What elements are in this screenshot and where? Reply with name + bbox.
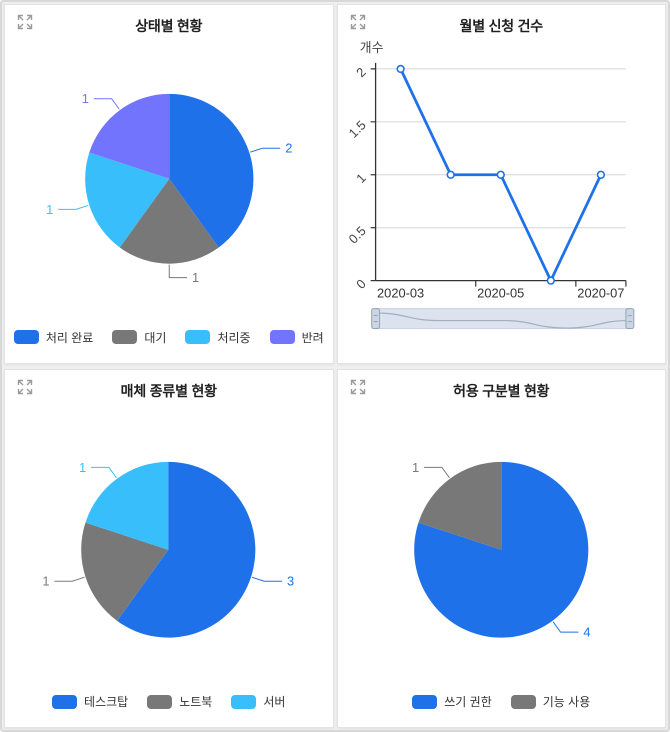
- legend-swatch: [185, 330, 211, 344]
- pie-slice-3[interactable]: [89, 93, 170, 179]
- expand-icon[interactable]: [347, 12, 369, 34]
- legend-item-2[interactable]: 처리중: [185, 329, 251, 346]
- y-axis-title: 개수: [359, 40, 383, 55]
- expand-arrows-icon: [17, 379, 33, 394]
- pie-data-label: 1: [46, 202, 53, 217]
- chart-legend: 처리 완료 대기 처리중 반려: [5, 329, 333, 346]
- y-tick-label: 1: [353, 170, 369, 186]
- expand-arrows-icon: [17, 14, 33, 30]
- status-pie-chart[interactable]: 2 1 1 1: [5, 5, 333, 363]
- y-tick-label: 0: [353, 276, 369, 292]
- y-tick-label: 2: [353, 64, 369, 80]
- x-tick-label: 2020-05: [477, 286, 524, 301]
- legend-label: 처리 완료: [45, 330, 94, 345]
- legend-item-0[interactable]: 테스크탑: [52, 693, 128, 710]
- legend-swatch: [13, 330, 39, 344]
- monthly-line-chart[interactable]: 0 0.5 1 1.5 2 개수 2020-03 2020-05 2020-07: [338, 5, 666, 363]
- legend-item-0[interactable]: 처리 완료: [13, 329, 94, 346]
- legend-label: 기능 사용: [542, 695, 591, 709]
- label-leader-line: [251, 576, 283, 582]
- pie-data-label: 2: [285, 141, 292, 156]
- pie-data-label: 4: [583, 624, 590, 639]
- pie-data-label: 3: [287, 573, 294, 588]
- pie-slice-0[interactable]: [117, 461, 256, 638]
- pie-slice-1[interactable]: [417, 461, 501, 550]
- legend-label: 반려: [301, 330, 324, 345]
- pie-slice-0[interactable]: [169, 93, 254, 248]
- expand-arrows-icon: [350, 379, 365, 394]
- legend-label: 처리중: [217, 330, 251, 345]
- legend-swatch: [52, 694, 78, 709]
- page-title: 매체 종류별 현황: [120, 382, 217, 399]
- label-leader-line: [168, 264, 188, 279]
- pie-data-label: 1: [411, 459, 418, 474]
- legend-label: 쓰기 권한: [444, 695, 492, 709]
- pie-data-label: 1: [42, 573, 49, 588]
- pie-data-label: 1: [82, 91, 89, 106]
- data-point-3[interactable]: [546, 276, 555, 285]
- label-leader-line: [54, 576, 85, 582]
- page-title: 상태별 현황: [135, 18, 203, 34]
- page-title: 월별 신청 건수: [459, 18, 544, 34]
- data-point-0[interactable]: [395, 64, 405, 74]
- legend-item-1[interactable]: 노트북: [147, 693, 212, 710]
- legend-swatch: [147, 694, 173, 709]
- legend-label: 대기: [144, 330, 167, 345]
- expand-icon[interactable]: [14, 12, 36, 34]
- pie-slice-1[interactable]: [81, 522, 169, 621]
- pie-slice-2[interactable]: [85, 461, 169, 550]
- legend-label: 노트북: [179, 695, 213, 709]
- media-pie-chart[interactable]: 3 1 1: [5, 370, 333, 728]
- legend-label: 테스크탑: [84, 695, 129, 709]
- datazoom-handle-right[interactable]: [624, 308, 634, 330]
- legend-item-3[interactable]: 반려: [269, 329, 324, 346]
- pie-slice-2[interactable]: [85, 152, 170, 248]
- permission-pie-chart[interactable]: 41: [338, 370, 666, 728]
- label-leader-line: [58, 204, 89, 210]
- pie-slice-1[interactable]: [119, 178, 219, 264]
- pie-data-label: 1: [79, 459, 86, 474]
- legend-swatch: [112, 330, 138, 344]
- label-leader-line: [423, 466, 450, 478]
- legend-swatch: [231, 694, 257, 709]
- legend-item-2[interactable]: 서버: [231, 693, 285, 710]
- expand-icon[interactable]: [347, 377, 369, 399]
- x-tick-label: 2020-03: [377, 286, 424, 301]
- status-chart-panel: 상태별 현황 2 1 1 1 처리 완료 대기 처리중 반려: [4, 4, 334, 364]
- data-point-2[interactable]: [496, 170, 505, 179]
- pie-data-label: 1: [192, 270, 199, 285]
- datazoom-data-shadow: [375, 312, 630, 329]
- expand-icon[interactable]: [14, 377, 36, 399]
- chart-legend: 테스크탑 노트북 서버: [5, 693, 333, 710]
- legend-swatch: [510, 694, 536, 709]
- x-tick-label: 2020-07: [577, 286, 624, 301]
- label-leader-line: [91, 466, 117, 478]
- y-tick-label: 0.5: [345, 223, 368, 246]
- label-leader-line: [93, 98, 120, 110]
- legend-item-1[interactable]: 대기: [112, 329, 166, 346]
- legend-item-0[interactable]: 쓰기 권한: [412, 693, 492, 710]
- media-chart-panel: 매체 종류별 현황 3 1 1 테스크탑 노트북 서버: [4, 368, 334, 728]
- legend-label: 서버: [263, 695, 286, 709]
- y-tick-label: 1.5: [345, 117, 368, 140]
- legend-swatch: [412, 694, 438, 709]
- datazoom-handle-left[interactable]: [370, 308, 380, 330]
- label-leader-line: [552, 620, 578, 633]
- expand-arrows-icon: [350, 14, 365, 30]
- pie-slice-0[interactable]: [413, 461, 588, 638]
- chart-legend: 쓰기 권한 기능 사용: [338, 693, 666, 710]
- legend-swatch: [269, 330, 295, 344]
- legend-item-1[interactable]: 기능 사용: [510, 693, 591, 710]
- label-leader-line: [250, 147, 281, 153]
- page-title: 허용 구분별 현황: [453, 382, 550, 399]
- data-point-1[interactable]: [446, 170, 455, 179]
- data-point-4[interactable]: [596, 170, 605, 179]
- monthly-chart-panel: 월별 신청 건수 0 0.5 1 1.5 2 개수 2020-03 2020-05 2020-0…: [336, 4, 666, 364]
